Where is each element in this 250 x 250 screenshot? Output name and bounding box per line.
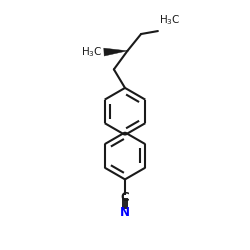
Text: N: N	[120, 206, 130, 218]
Text: H$_3$C: H$_3$C	[81, 45, 102, 59]
Polygon shape	[104, 48, 128, 56]
Text: C: C	[120, 192, 130, 204]
Text: H$_3$C: H$_3$C	[159, 13, 181, 26]
